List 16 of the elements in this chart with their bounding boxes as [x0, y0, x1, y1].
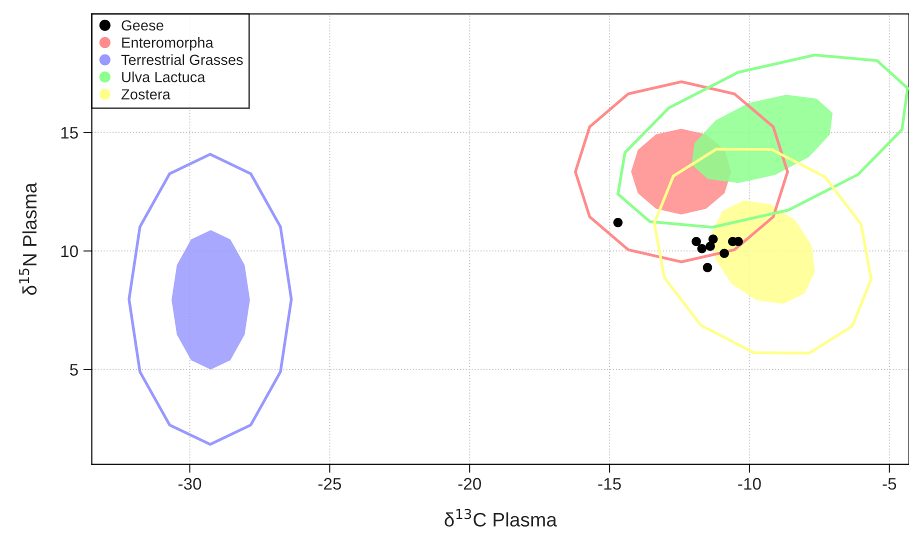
y-axis-title: δ$^{15}$N Plasma [19, 182, 37, 295]
x-tick-label: -15 [598, 478, 621, 490]
y-tick-label: 5 [70, 364, 78, 376]
y-tick-label: 15 [61, 127, 78, 139]
x-tick-label: -20 [458, 478, 482, 490]
x-tick-label: -10 [738, 478, 761, 490]
legend-label: Enteromorpha [122, 37, 214, 51]
legend-label: Zostera [121, 89, 170, 100]
x-tick-label: -30 [178, 478, 202, 490]
x-tick-label: -25 [318, 478, 342, 490]
x-tick-label: -5 [882, 478, 896, 490]
legend-label: Ulva Lactuca [122, 72, 206, 82]
legend-label: Geese [122, 20, 164, 31]
legend-label: Terrestrial Grasses [121, 54, 243, 66]
x-axis-title: δ$^{13}$C Plasma [444, 508, 557, 527]
y-tick-label: 10 [61, 245, 78, 258]
